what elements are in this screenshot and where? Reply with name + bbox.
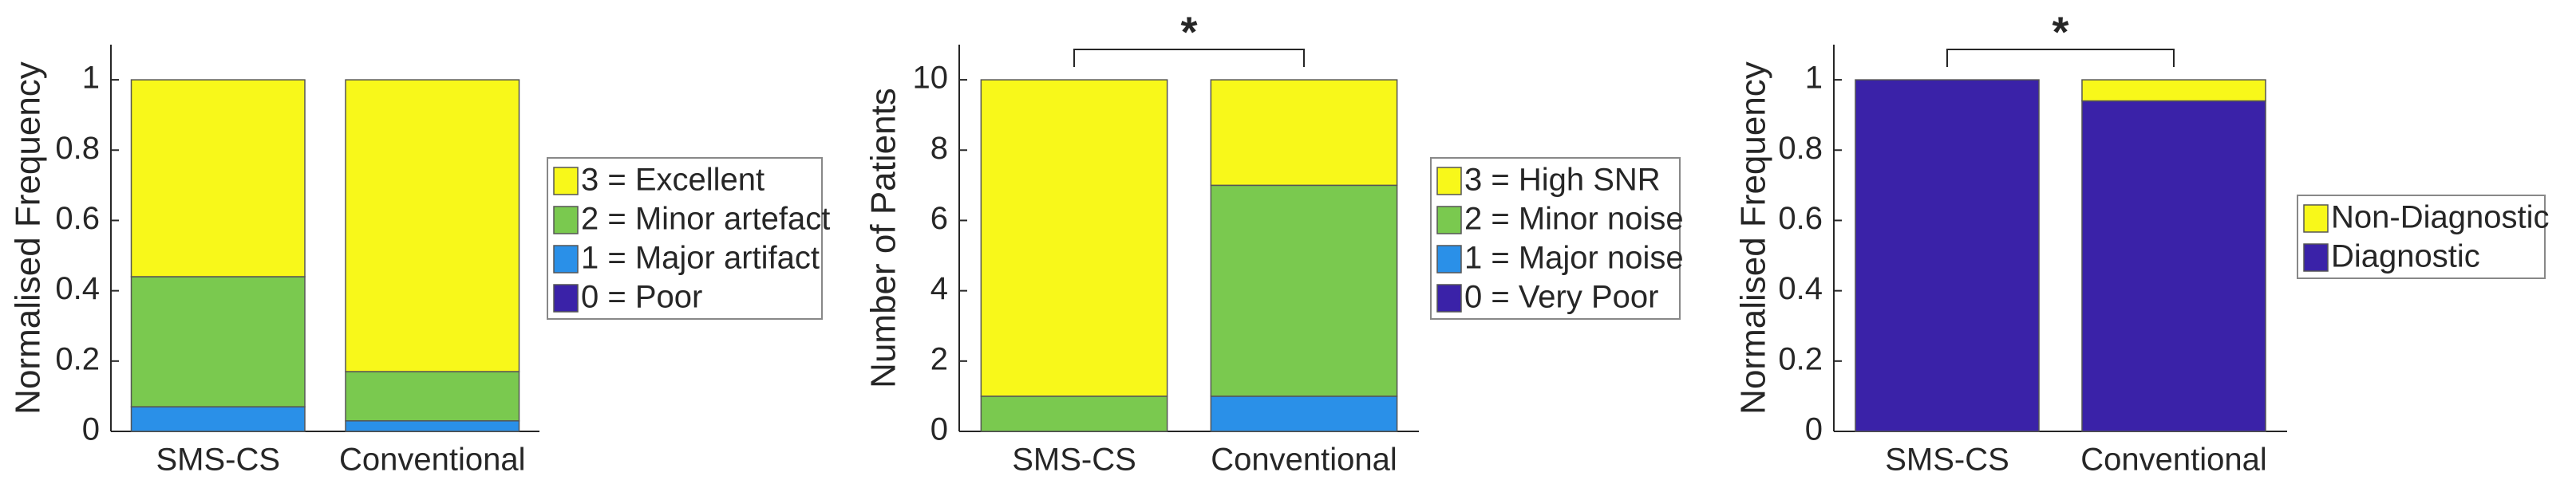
y-tick-label: 0.6 (1778, 201, 1823, 236)
bar-segment (2081, 79, 2266, 102)
x-tick-label: SMS-CS (1012, 443, 1136, 478)
y-tick-label: 2 (930, 341, 948, 376)
bar-segment (1210, 79, 1398, 187)
significance-bracket (1073, 49, 1305, 67)
x-tick-label: Conventional (1211, 443, 1397, 478)
legend-label: 3 = High SNR (1464, 163, 1661, 198)
legend-swatch (1436, 284, 1462, 313)
x-tick-label: Conventional (339, 443, 526, 478)
legend-label: 3 = Excellent (581, 163, 765, 198)
x-tick-label: SMS-CS (1885, 443, 2009, 478)
y-axis-label: Normalised Frequency (1734, 61, 1773, 415)
bar-segment (130, 406, 306, 432)
y-tick-label: 0.8 (1778, 131, 1823, 166)
x-tick-label: Conventional (2080, 443, 2267, 478)
y-tick-label: 0.2 (1778, 341, 1823, 376)
y-tick-label: 0 (82, 412, 100, 447)
bar-segment (345, 79, 520, 372)
legend-label: 2 = Minor artefact (581, 202, 830, 237)
legend-label: 1 = Major artifact (581, 241, 820, 276)
bar-segment (130, 79, 306, 277)
y-tick-label: 0.4 (1778, 271, 1823, 306)
y-axis-label: Normalised Frequency (9, 61, 48, 415)
bar-segment (980, 79, 1168, 397)
bar-segment (1210, 396, 1398, 432)
y-tick-label: 1 (1805, 61, 1823, 96)
legend-swatch (1436, 245, 1462, 274)
y-tick-label: 6 (930, 201, 948, 236)
y-tick-label: 0 (930, 412, 948, 447)
legend-swatch (2303, 204, 2329, 233)
legend-swatch (2303, 243, 2329, 272)
significance-bracket (1946, 49, 2175, 67)
y-tick-label: 0.6 (55, 201, 100, 236)
legend-swatch (553, 206, 579, 234)
legend-box (547, 157, 823, 320)
legend-swatch (553, 245, 579, 274)
bar-segment (1210, 184, 1398, 397)
legend-label: 0 = Very Poor (1464, 280, 1658, 315)
legend-label: Non-Diagnostic (2331, 200, 2549, 235)
legend-box (1430, 157, 1681, 320)
legend-label: 0 = Poor (581, 280, 702, 315)
y-tick-label: 1 (82, 61, 100, 96)
bar-segment (1855, 79, 2040, 432)
bar-segment (980, 396, 1168, 432)
legend-swatch (553, 284, 579, 313)
bar-segment (345, 420, 520, 432)
y-tick-label: 0.2 (55, 341, 100, 376)
significance-marker: * (1180, 8, 1197, 56)
y-tick-label: 0 (1805, 412, 1823, 447)
significance-marker: * (2052, 8, 2068, 56)
legend-label: 2 = Minor noise (1464, 202, 1684, 237)
y-tick-label: 4 (930, 271, 948, 306)
y-tick-label: 0.8 (55, 131, 100, 166)
legend-label: 1 = Major noise (1464, 241, 1684, 276)
legend-swatch (1436, 206, 1462, 234)
y-tick-label: 0.4 (55, 271, 100, 306)
x-tick-label: SMS-CS (156, 443, 280, 478)
y-tick-label: 8 (930, 131, 948, 166)
y-axis-label: Number of Patients (864, 88, 903, 388)
y-tick-label: 10 (913, 61, 949, 96)
legend-box (2297, 195, 2546, 279)
legend-swatch (1436, 167, 1462, 195)
bar-segment (130, 276, 306, 407)
bar-segment (345, 371, 520, 422)
legend-swatch (553, 167, 579, 195)
legend-label: Diagnostic (2331, 239, 2480, 274)
bar-segment (2081, 100, 2266, 432)
